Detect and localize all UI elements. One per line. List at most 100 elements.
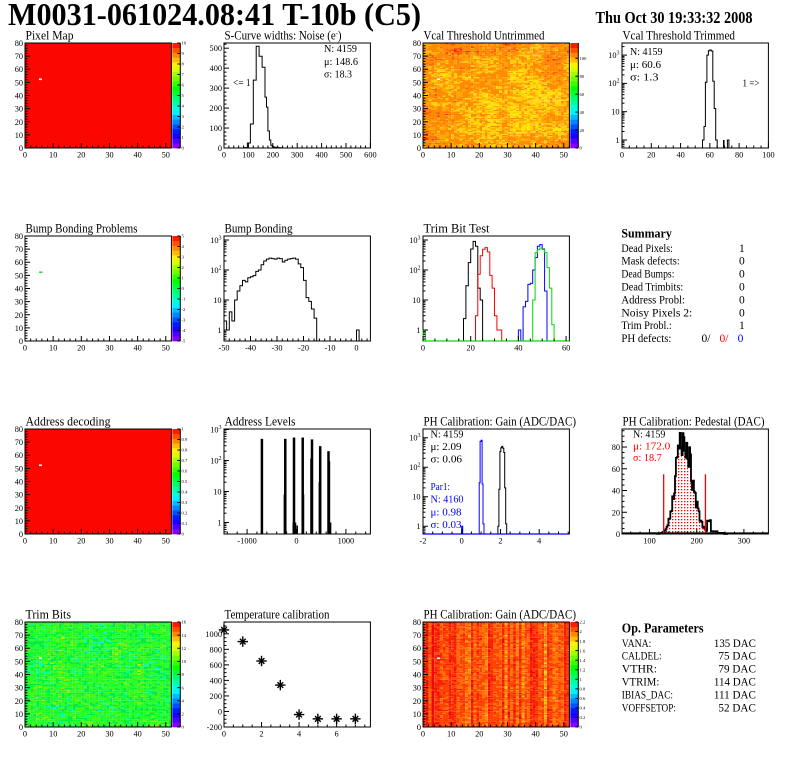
svg-text:100: 100 <box>242 151 254 160</box>
svg-text:0: 0 <box>19 530 23 539</box>
svg-text:1: 1 <box>217 326 221 335</box>
svg-text:0: 0 <box>19 723 23 732</box>
svg-text:1: 1 <box>182 276 185 281</box>
svg-text:20: 20 <box>647 151 655 160</box>
svg-text:0: 0 <box>23 344 27 353</box>
svg-text:50: 50 <box>162 537 170 546</box>
svg-text:Trim Bit Test: Trim Bit Test <box>424 222 491 236</box>
svg-text:50: 50 <box>162 151 170 160</box>
svg-text:1 =>: 1 => <box>743 79 760 90</box>
svg-text:0: 0 <box>421 151 425 160</box>
svg-text:20: 20 <box>475 730 483 739</box>
svg-text:1.6: 1.6 <box>580 648 586 653</box>
svg-text:30: 30 <box>15 105 23 114</box>
svg-text:0: 0 <box>739 269 745 281</box>
svg-text:6: 6 <box>182 685 185 690</box>
svg-text:111 DAC: 111 DAC <box>714 688 756 701</box>
svg-text:1: 1 <box>416 522 420 531</box>
svg-text:40: 40 <box>15 285 23 294</box>
svg-text:14: 14 <box>182 633 187 638</box>
svg-text:10: 10 <box>15 131 23 140</box>
svg-text:10: 10 <box>447 730 455 739</box>
svg-text:0: 0 <box>23 730 27 739</box>
svg-text:Temperature calibration: Temperature calibration <box>225 608 330 622</box>
svg-text:-40: -40 <box>245 344 256 353</box>
svg-text:20: 20 <box>580 128 585 133</box>
svg-text:20: 20 <box>77 730 85 739</box>
svg-text:μ: 0.98: μ: 0.98 <box>431 508 462 519</box>
svg-text:0: 0 <box>738 333 744 345</box>
svg-text:Address Levels: Address Levels <box>225 415 296 429</box>
svg-text:1.2: 1.2 <box>580 667 586 672</box>
svg-text:σ: 0.03: σ: 0.03 <box>431 520 462 531</box>
svg-text:Address decoding: Address decoding <box>26 415 111 429</box>
svg-text:2: 2 <box>182 712 185 717</box>
svg-text:100: 100 <box>762 151 774 160</box>
svg-text:800: 800 <box>210 645 222 654</box>
svg-text:-20: -20 <box>298 344 309 353</box>
svg-text:CALDEL:: CALDEL: <box>622 650 662 663</box>
svg-text:70: 70 <box>15 245 23 254</box>
svg-text:40: 40 <box>15 671 23 680</box>
svg-text:-10: -10 <box>324 344 335 353</box>
svg-text:Vcal Threshold Untrimmed: Vcal Threshold Untrimmed <box>424 29 545 43</box>
svg-text:80: 80 <box>15 39 23 48</box>
svg-text:200: 200 <box>210 104 222 113</box>
svg-text:PH Calibration: Gain (ADC/DAC): PH Calibration: Gain (ADC/DAC) <box>424 415 577 429</box>
svg-text:μ: 60.6: μ: 60.6 <box>630 60 661 71</box>
svg-text:10: 10 <box>182 659 187 664</box>
svg-text:8: 8 <box>182 62 185 67</box>
svg-text:52 DAC: 52 DAC <box>718 701 756 714</box>
svg-text:30: 30 <box>15 684 23 693</box>
svg-text:1: 1 <box>615 136 619 145</box>
svg-text:4: 4 <box>537 537 542 546</box>
svg-text:103: 103 <box>608 50 619 60</box>
svg-text:6: 6 <box>335 730 339 739</box>
svg-text:0.2: 0.2 <box>182 511 188 516</box>
svg-text:30: 30 <box>15 298 23 307</box>
svg-text:50: 50 <box>15 657 23 666</box>
svg-text:102: 102 <box>210 456 221 466</box>
svg-text:200: 200 <box>690 537 702 546</box>
svg-text:1000: 1000 <box>205 630 222 639</box>
svg-text:N: 4159: N: 4159 <box>431 430 464 441</box>
svg-text:0: 0 <box>739 282 745 294</box>
svg-text:0.4: 0.4 <box>182 490 188 495</box>
svg-text:30: 30 <box>105 537 113 546</box>
svg-text:20: 20 <box>612 508 620 517</box>
svg-text:Pixel Map: Pixel Map <box>26 29 74 43</box>
svg-text:-1000: -1000 <box>237 537 256 546</box>
svg-text:102: 102 <box>210 265 221 275</box>
svg-text:0.9: 0.9 <box>182 437 188 442</box>
svg-text:σ: 18.3: σ: 18.3 <box>324 70 352 81</box>
svg-text:Address Probl:: Address Probl: <box>621 294 685 306</box>
svg-text:60: 60 <box>580 92 585 97</box>
svg-text:10: 10 <box>213 296 221 305</box>
svg-text:80: 80 <box>15 232 23 241</box>
svg-text:500: 500 <box>210 44 222 53</box>
svg-text:40: 40 <box>133 537 141 546</box>
svg-text:-1: -1 <box>182 297 187 302</box>
svg-text:0/: 0/ <box>719 333 729 345</box>
svg-text:VANA:: VANA: <box>622 637 652 650</box>
svg-text:16: 16 <box>182 620 187 625</box>
svg-text:20: 20 <box>15 697 23 706</box>
svg-text:N: 4160: N: 4160 <box>431 495 464 506</box>
svg-text:40: 40 <box>413 92 421 101</box>
svg-text:10: 10 <box>49 344 57 353</box>
svg-text:-4: -4 <box>182 328 187 333</box>
svg-text:0: 0 <box>182 146 185 151</box>
svg-text:7: 7 <box>182 72 185 77</box>
svg-text:40: 40 <box>133 730 141 739</box>
svg-text:102: 102 <box>409 463 420 473</box>
svg-text:600: 600 <box>210 661 222 670</box>
svg-text:50: 50 <box>15 464 23 473</box>
svg-text:20: 20 <box>413 697 421 706</box>
svg-text:70: 70 <box>15 52 23 61</box>
svg-text:0: 0 <box>182 725 185 730</box>
svg-text:5: 5 <box>182 234 185 239</box>
svg-text:70: 70 <box>413 52 421 61</box>
svg-text:Mask defects:: Mask defects: <box>621 256 679 268</box>
svg-text:1: 1 <box>580 677 583 682</box>
svg-text:0: 0 <box>222 151 226 160</box>
